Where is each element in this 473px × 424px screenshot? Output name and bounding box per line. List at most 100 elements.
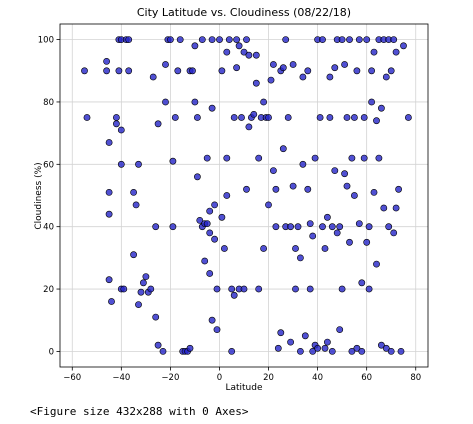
data-point — [103, 58, 110, 65]
data-point — [211, 235, 218, 243]
data-point — [193, 114, 201, 121]
x-tick-label: 0 — [217, 373, 222, 383]
data-point — [225, 36, 233, 43]
data-point — [203, 154, 211, 162]
data-point — [358, 347, 366, 355]
data-point — [105, 139, 113, 146]
data-point — [397, 347, 405, 355]
x-axis-ticks: −60 −40 −20 0 20 40 60 80 — [63, 367, 421, 383]
data-point — [343, 182, 351, 190]
y-tick-label: 60 — [43, 160, 54, 170]
data-point — [252, 79, 260, 87]
y-tick-label: 80 — [43, 98, 54, 108]
data-point — [189, 67, 196, 75]
data-point — [326, 114, 334, 121]
data-point — [353, 344, 361, 352]
data-point — [265, 201, 272, 209]
data-point — [218, 213, 226, 221]
data-point — [377, 104, 385, 112]
data-point — [130, 188, 137, 196]
data-point — [309, 232, 317, 240]
data-point — [105, 276, 113, 284]
data-point — [392, 204, 400, 212]
data-point — [125, 36, 133, 43]
data-point — [233, 36, 240, 43]
data-point — [365, 223, 373, 231]
data-point — [299, 73, 307, 81]
data-point — [375, 154, 383, 162]
data-point — [336, 223, 344, 231]
data-point — [321, 245, 329, 252]
data-point — [336, 326, 344, 333]
data-point — [382, 73, 390, 81]
data-point — [191, 98, 199, 106]
data-point — [392, 48, 400, 56]
data-point — [113, 120, 120, 128]
data-point — [314, 344, 321, 352]
data-point — [208, 36, 216, 43]
data-point — [368, 98, 375, 106]
data-point — [346, 36, 353, 43]
data-point — [309, 347, 317, 355]
data-point — [152, 313, 160, 321]
data-point — [306, 220, 314, 227]
data-point — [346, 238, 353, 246]
data-point — [255, 285, 263, 293]
data-point — [213, 285, 221, 293]
data-point — [370, 188, 378, 196]
data-point — [328, 347, 336, 355]
x-tick-label: 60 — [361, 373, 372, 383]
data-point — [162, 61, 169, 68]
data-point — [279, 145, 287, 153]
data-point — [159, 347, 167, 355]
data-point — [333, 229, 341, 237]
data-point — [377, 341, 385, 349]
data-point — [282, 36, 290, 43]
data-point — [245, 51, 253, 59]
data-point — [341, 170, 348, 178]
data-point — [390, 36, 398, 43]
data-point — [348, 347, 356, 355]
data-point — [220, 245, 228, 252]
data-point — [400, 42, 407, 50]
data-point — [338, 285, 346, 293]
data-point — [348, 154, 356, 162]
data-point — [169, 157, 177, 165]
data-point — [108, 298, 115, 305]
data-point — [328, 223, 336, 231]
data-point — [83, 114, 91, 121]
data-point — [365, 285, 373, 293]
x-tick-label: 40 — [312, 373, 323, 383]
data-point — [319, 223, 326, 231]
data-point — [103, 67, 110, 75]
data-point — [137, 288, 145, 296]
data-point — [269, 61, 277, 68]
data-point — [390, 229, 398, 237]
data-point — [154, 120, 162, 128]
data-point — [193, 173, 201, 181]
data-point — [306, 285, 314, 293]
data-point — [130, 251, 137, 259]
data-point — [267, 76, 275, 84]
x-axis-label: Latitude — [225, 383, 263, 393]
data-point — [105, 210, 113, 218]
data-point — [284, 114, 292, 121]
data-point — [223, 48, 231, 56]
data-point — [289, 61, 297, 68]
data-point — [201, 257, 209, 265]
data-point — [373, 117, 380, 125]
data-point — [235, 42, 243, 50]
data-point — [208, 104, 216, 112]
data-point — [338, 36, 346, 43]
data-point — [135, 301, 142, 308]
data-point — [382, 344, 390, 352]
data-point — [272, 223, 280, 231]
data-point — [363, 36, 371, 43]
data-point — [139, 279, 147, 287]
data-point — [370, 48, 378, 56]
data-point — [240, 285, 248, 293]
data-point — [355, 220, 363, 227]
plot-frame — [59, 23, 429, 368]
data-point — [196, 216, 204, 224]
data-point — [223, 192, 231, 199]
